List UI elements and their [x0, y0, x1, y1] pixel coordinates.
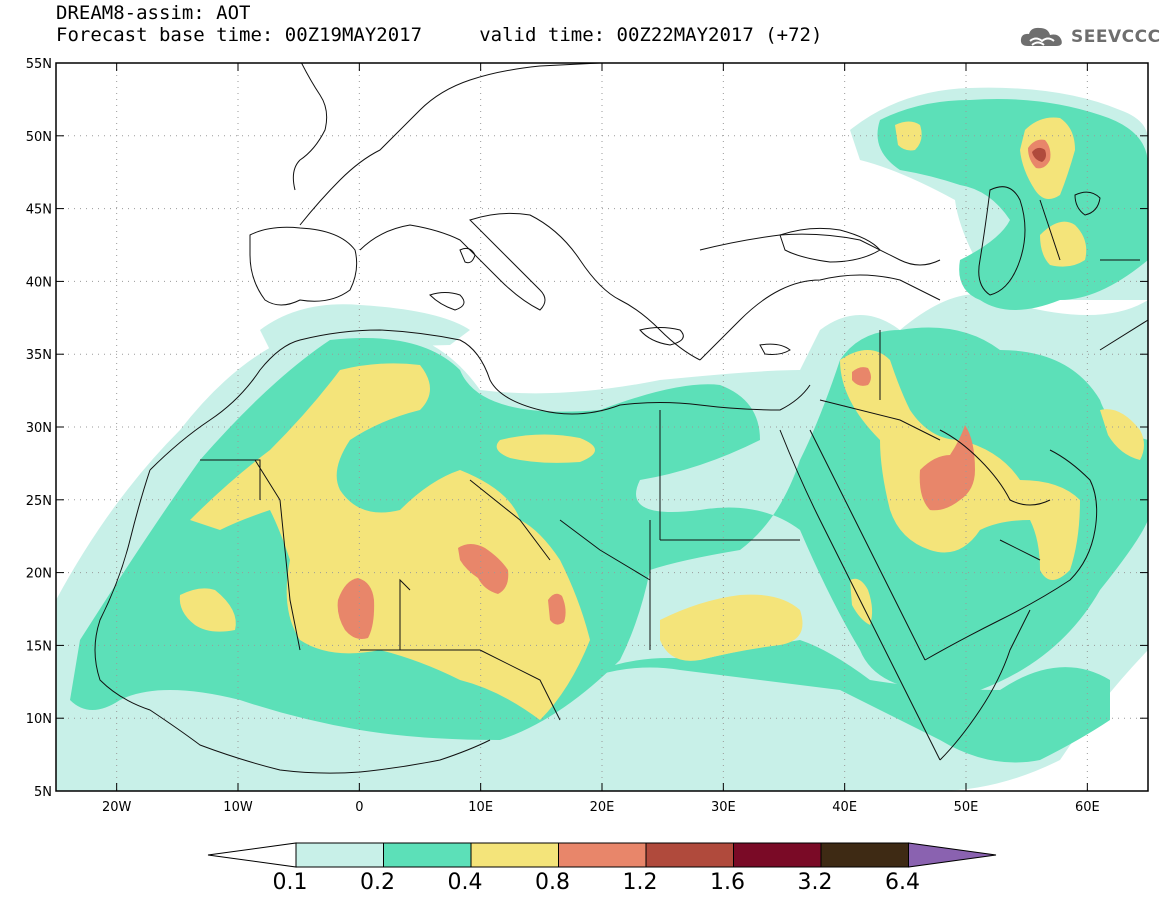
- colorbar-level-label: 0.1: [273, 870, 308, 895]
- lon-label: 20W: [102, 800, 132, 815]
- lat-label: 25N: [26, 494, 52, 509]
- lon-label: 10W: [223, 800, 253, 815]
- graticule: [56, 63, 1148, 791]
- map-title: DREAM8-assim: AOT: [56, 2, 251, 24]
- lat-label: 45N: [26, 203, 52, 218]
- lon-label: 60E: [1075, 800, 1100, 815]
- lat-label: 20N: [26, 567, 52, 582]
- colorbar-segment: [558, 842, 647, 868]
- axis-ticks: [56, 62, 1148, 792]
- colorbar-high-triangle: [908, 842, 997, 868]
- lat-label: 40N: [26, 275, 52, 290]
- colorbar-segment: [295, 842, 384, 868]
- lat-label: 30N: [26, 421, 52, 436]
- forecast-time-line: Forecast base time: 00Z19MAY2017 valid t…: [56, 24, 823, 46]
- lon-label: 10E: [468, 800, 493, 815]
- colorbar-segment: [383, 842, 472, 868]
- lon-label: 30E: [711, 800, 736, 815]
- longitude-labels: 20W 10W 0 10E 20E 30E 40E 50E 60E: [102, 800, 1100, 815]
- seevccc-logo: SEEVCCC: [1018, 24, 1161, 50]
- colorbar-level-label: 6.4: [885, 870, 920, 895]
- coastlines: [94, 63, 1148, 774]
- latitude-labels: 55N 50N 45N 40N 35N 30N 25N 20N 15N 10N 5N: [26, 57, 52, 800]
- lon-label: 40E: [832, 800, 857, 815]
- logo-text: SEEVCCC: [1071, 27, 1161, 47]
- colorbar-level-label: 0.4: [448, 870, 483, 895]
- colorbar-segment: [820, 842, 909, 868]
- colorbar-segment: [645, 842, 734, 868]
- lat-label: 5N: [34, 785, 52, 800]
- colorbar-low-triangle: [207, 842, 297, 868]
- colorbar-level-label: 0.2: [360, 870, 395, 895]
- colorbar-labels: 0.1 0.2 0.4 0.8 1.2 1.6 3.2 6.4: [273, 870, 921, 895]
- colorbar-level-label: 3.2: [798, 870, 833, 895]
- lon-label: 20E: [590, 800, 615, 815]
- lat-label: 50N: [26, 130, 52, 145]
- colorbar-segment: [470, 842, 559, 868]
- colorbar-level-label: 1.2: [623, 870, 658, 895]
- colorbar: [207, 842, 997, 868]
- colorbar-level-label: 1.6: [710, 870, 745, 895]
- lat-label: 35N: [26, 348, 52, 363]
- aot-field: [56, 87, 1148, 791]
- lon-label: 50E: [954, 800, 979, 815]
- cloud-icon: [1020, 27, 1062, 46]
- lat-label: 15N: [26, 639, 52, 654]
- lat-label: 55N: [26, 57, 52, 72]
- colorbar-level-label: 0.8: [535, 870, 570, 895]
- lat-label: 10N: [26, 712, 52, 727]
- colorbar-segment: [733, 842, 822, 868]
- lon-label: 0: [355, 800, 363, 815]
